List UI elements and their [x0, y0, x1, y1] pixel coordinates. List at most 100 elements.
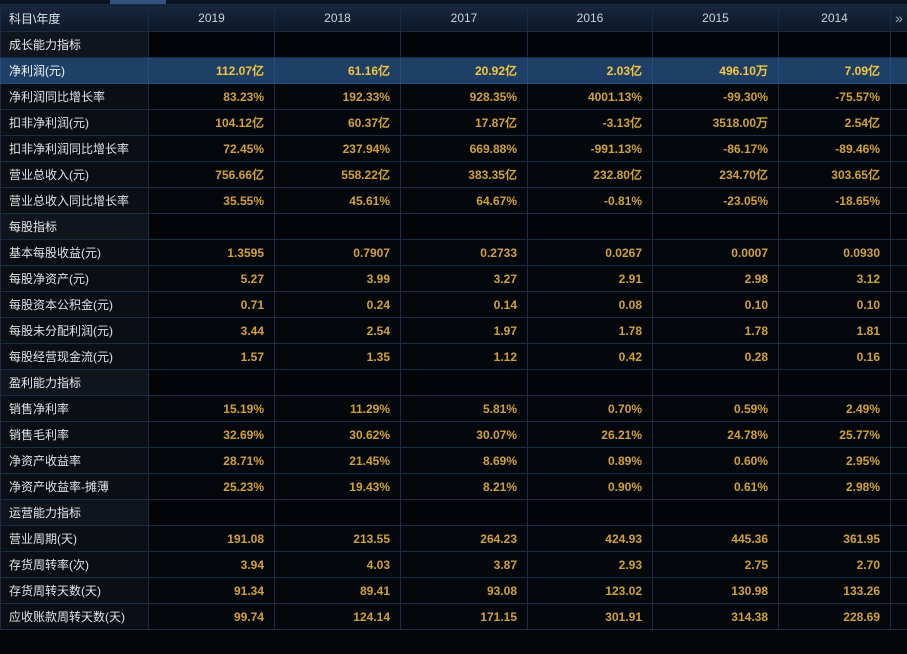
value-cell[interactable]: 1.12	[400, 343, 528, 370]
indicator-label[interactable]: 存货周转天数(天)	[0, 577, 149, 604]
value-cell[interactable]: 314.38	[652, 603, 779, 630]
indicator-row[interactable]: 净资产收益率-摊薄 25.23% 19.43% 8.21% 0.90% 0.61% 2.98…	[0, 473, 907, 500]
value-cell[interactable]: -991.13%	[527, 135, 653, 162]
value-cell[interactable]: 99.74	[148, 603, 275, 630]
value-cell[interactable]: 89.41	[274, 577, 401, 604]
indicator-row[interactable]: 基本每股收益(元) 1.3595 0.7907 0.2733 0.0267 0.0007 0…	[0, 239, 907, 266]
value-cell[interactable]: 264.23	[400, 525, 528, 552]
indicator-label[interactable]: 净资产收益率	[0, 447, 149, 474]
value-cell[interactable]: 3.12	[778, 265, 891, 292]
value-cell[interactable]: 24.78%	[652, 421, 779, 448]
indicator-label[interactable]: 营业总收入同比增长率	[0, 187, 149, 214]
value-cell[interactable]: 5.81%	[400, 395, 528, 422]
value-cell[interactable]: -3.13亿	[527, 109, 653, 136]
value-cell[interactable]: 1.57	[148, 343, 275, 370]
value-cell[interactable]: 0.71	[148, 291, 275, 318]
value-cell[interactable]: 0.10	[652, 291, 779, 318]
value-cell[interactable]: 4.03	[274, 551, 401, 578]
value-cell[interactable]: 61.16亿	[274, 57, 401, 84]
indicator-row[interactable]: 应收账款周转天数(天) 99.74 124.14 171.15 301.91 314.38…	[0, 603, 907, 630]
value-cell[interactable]: 0.10	[778, 291, 891, 318]
value-cell[interactable]: 3.94	[148, 551, 275, 578]
indicator-row[interactable]: 净利润(元) 112.07亿 61.16亿 20.92亿 2.03亿 496.10万 7.0…	[0, 57, 907, 84]
value-cell[interactable]: 171.15	[400, 603, 528, 630]
value-cell[interactable]: 4001.13%	[527, 83, 653, 110]
indicator-row[interactable]: 每股经营现金流(元) 1.57 1.35 1.12 0.42 0.28 0.16	[0, 343, 907, 370]
indicator-label[interactable]: 基本每股收益(元)	[0, 239, 149, 266]
value-cell[interactable]: 3.44	[148, 317, 275, 344]
indicator-row[interactable]: 销售毛利率 32.69% 30.62% 30.07% 26.21% 24.78% 25.77…	[0, 421, 907, 448]
value-cell[interactable]: 26.21%	[527, 421, 653, 448]
value-cell[interactable]: 1.78	[652, 317, 779, 344]
value-cell[interactable]: 124.14	[274, 603, 401, 630]
value-cell[interactable]: 2.91	[527, 265, 653, 292]
value-cell[interactable]: 669.88%	[400, 135, 528, 162]
indicator-row[interactable]: 扣非净利润(元) 104.12亿 60.37亿 17.87亿 -3.13亿 3518.00…	[0, 109, 907, 136]
value-cell[interactable]: 20.92亿	[400, 57, 528, 84]
indicator-row[interactable]: 销售净利率 15.19% 11.29% 5.81% 0.70% 0.59% 2.49%	[0, 395, 907, 422]
indicator-row[interactable]: 每股资本公积金(元) 0.71 0.24 0.14 0.08 0.10 0.10	[0, 291, 907, 318]
value-cell[interactable]: 1.81	[778, 317, 891, 344]
value-cell[interactable]: 2.54	[274, 317, 401, 344]
value-cell[interactable]: 2.98	[652, 265, 779, 292]
indicator-label[interactable]: 每股资本公积金(元)	[0, 291, 149, 318]
value-cell[interactable]: 192.33%	[274, 83, 401, 110]
value-cell[interactable]: 2.54亿	[778, 109, 891, 136]
indicator-label[interactable]: 应收账款周转天数(天)	[0, 603, 149, 630]
value-cell[interactable]: 0.08	[527, 291, 653, 318]
indicator-label[interactable]: 净利润(元)	[0, 57, 149, 84]
value-cell[interactable]: 2.03亿	[527, 57, 653, 84]
value-cell[interactable]: 8.69%	[400, 447, 528, 474]
value-cell[interactable]: 8.21%	[400, 473, 528, 500]
value-cell[interactable]: 2.93	[527, 551, 653, 578]
value-cell[interactable]: 25.23%	[148, 473, 275, 500]
value-cell[interactable]: 2.70	[778, 551, 891, 578]
value-cell[interactable]: 133.26	[778, 577, 891, 604]
value-cell[interactable]: 91.34	[148, 577, 275, 604]
value-cell[interactable]: 0.16	[778, 343, 891, 370]
value-cell[interactable]: 0.89%	[527, 447, 653, 474]
indicator-label[interactable]: 每股净资产(元)	[0, 265, 149, 292]
value-cell[interactable]: 15.19%	[148, 395, 275, 422]
value-cell[interactable]: 7.09亿	[778, 57, 891, 84]
value-cell[interactable]: 0.60%	[652, 447, 779, 474]
value-cell[interactable]: 2.49%	[778, 395, 891, 422]
value-cell[interactable]: 104.12亿	[148, 109, 275, 136]
value-cell[interactable]: 5.27	[148, 265, 275, 292]
value-cell[interactable]: 3.27	[400, 265, 528, 292]
value-cell[interactable]: 2.75	[652, 551, 779, 578]
value-cell[interactable]: 45.61%	[274, 187, 401, 214]
indicator-label[interactable]: 销售毛利率	[0, 421, 149, 448]
value-cell[interactable]: 0.28	[652, 343, 779, 370]
value-cell[interactable]: 60.37亿	[274, 109, 401, 136]
value-cell[interactable]: -99.30%	[652, 83, 779, 110]
more-years-button[interactable]: »	[890, 4, 907, 32]
indicator-label[interactable]: 扣非净利润(元)	[0, 109, 149, 136]
value-cell[interactable]: 2.98%	[778, 473, 891, 500]
indicator-label[interactable]: 每股未分配利润(元)	[0, 317, 149, 344]
value-cell[interactable]: 1.97	[400, 317, 528, 344]
value-cell[interactable]: 928.35%	[400, 83, 528, 110]
value-cell[interactable]: -18.65%	[778, 187, 891, 214]
value-cell[interactable]: 558.22亿	[274, 161, 401, 188]
value-cell[interactable]: 3.87	[400, 551, 528, 578]
value-cell[interactable]: 301.91	[527, 603, 653, 630]
value-cell[interactable]: 21.45%	[274, 447, 401, 474]
value-cell[interactable]: 25.77%	[778, 421, 891, 448]
value-cell[interactable]: 0.61%	[652, 473, 779, 500]
indicator-label[interactable]: 存货周转率(次)	[0, 551, 149, 578]
value-cell[interactable]: 191.08	[148, 525, 275, 552]
value-cell[interactable]: 83.23%	[148, 83, 275, 110]
indicator-label[interactable]: 净资产收益率-摊薄	[0, 473, 149, 500]
indicator-row[interactable]: 营业总收入(元) 756.66亿 558.22亿 383.35亿 232.80亿 234.…	[0, 161, 907, 188]
value-cell[interactable]: 237.94%	[274, 135, 401, 162]
value-cell[interactable]: 123.02	[527, 577, 653, 604]
value-cell[interactable]: 445.36	[652, 525, 779, 552]
value-cell[interactable]: 424.93	[527, 525, 653, 552]
value-cell[interactable]: 1.78	[527, 317, 653, 344]
value-cell[interactable]: -75.57%	[778, 83, 891, 110]
value-cell[interactable]: 3.99	[274, 265, 401, 292]
indicator-label[interactable]: 销售净利率	[0, 395, 149, 422]
value-cell[interactable]: 0.59%	[652, 395, 779, 422]
value-cell[interactable]: 234.70亿	[652, 161, 779, 188]
